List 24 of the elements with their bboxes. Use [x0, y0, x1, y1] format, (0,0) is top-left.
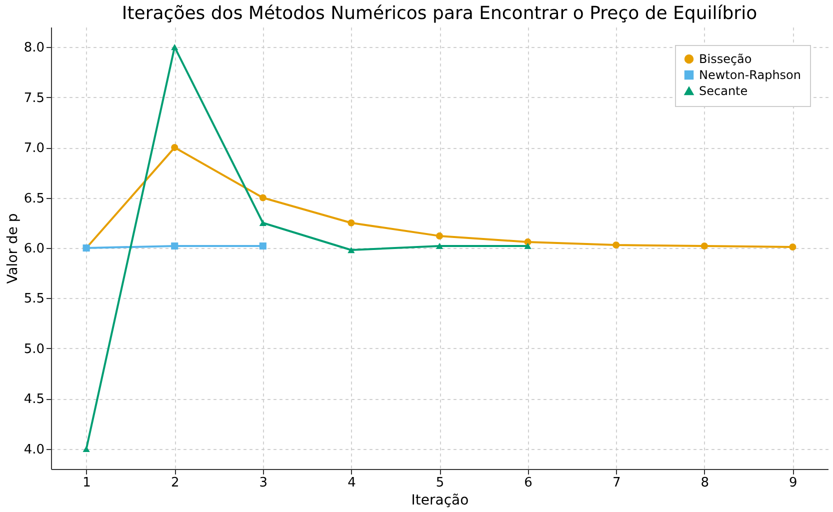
- legend-label: Secante: [699, 84, 748, 98]
- x-tick-label: 3: [259, 476, 268, 490]
- x-tick-label: 5: [436, 476, 444, 490]
- x-axis-title: Iteração: [411, 492, 469, 508]
- x-tick-label: 8: [700, 476, 710, 490]
- y-tick-label: 4.0: [24, 442, 44, 458]
- legend-label: Newton-Raphson: [699, 68, 802, 82]
- y-tick-label: 6.0: [24, 242, 44, 256]
- y-tick-label: 7.0: [24, 141, 44, 156]
- x-tick-label: 7: [612, 476, 621, 490]
- y-tick-label: 7.5: [24, 90, 44, 106]
- x-tick-label: 2: [170, 476, 180, 490]
- y-tick-label: 8.0: [24, 40, 44, 56]
- y-axis-title: Valor de p: [4, 213, 21, 284]
- y-tick-label: 5.0: [24, 342, 44, 357]
- y-tick-label: 5.5: [24, 292, 44, 307]
- chart-title: Iterações dos Métodos Numéricos para Encontrar o Preço de Equilíbrio: [122, 3, 758, 24]
- y-tick-label: 6.5: [24, 191, 44, 206]
- x-tick-label: 4: [348, 476, 356, 490]
- x-tick-label: 1: [82, 476, 91, 490]
- x-tick-label: 6: [524, 476, 532, 490]
- legend-label: Bisseção: [699, 52, 752, 66]
- x-tick-label: 9: [789, 476, 798, 490]
- y-tick-label: 4.5: [24, 392, 44, 408]
